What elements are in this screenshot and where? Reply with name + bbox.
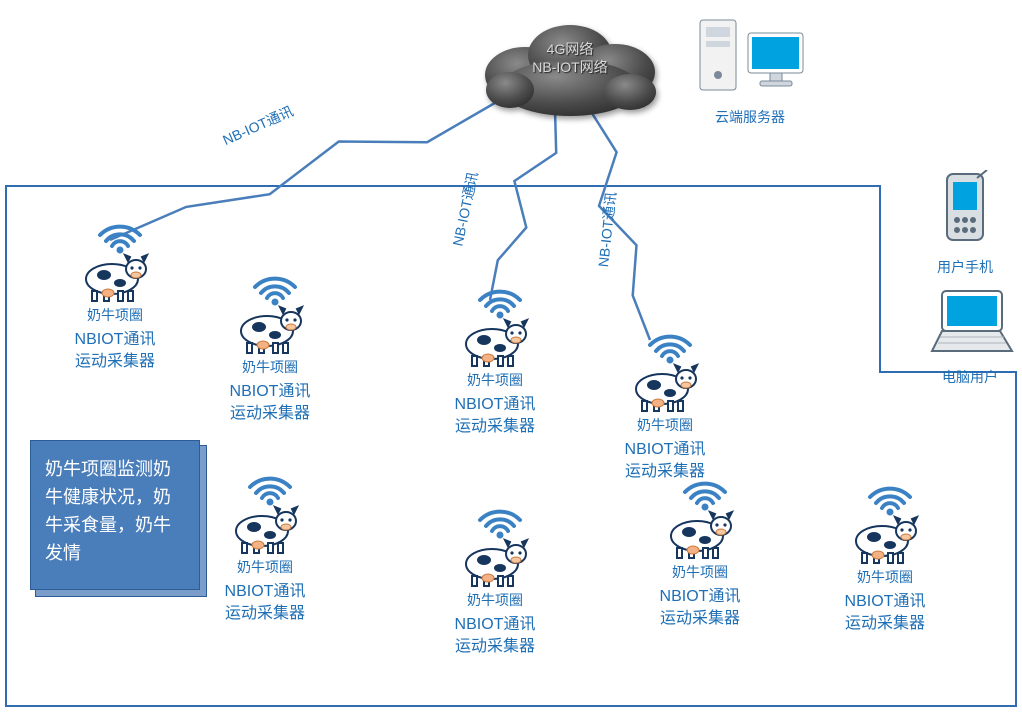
laptop-label: 电脑用户 — [920, 367, 1020, 387]
cow-sub: NBIOT通讯运动采集器 — [440, 614, 550, 658]
cow-sub: NBIOT通讯运动采集器 — [440, 394, 550, 438]
cloud-line2: NB-IOT网络 — [470, 58, 670, 76]
cow-sub: NBIOT通讯运动采集器 — [215, 381, 325, 425]
cloud-line1: 4G网络 — [470, 40, 670, 58]
cow-node: 奶牛项圈 NBIOT通讯运动采集器 — [440, 278, 550, 438]
info-box-text: 奶牛项圈监测奶牛健康状况，奶牛采食量，奶牛发情 — [45, 459, 171, 563]
diagram-stage: NB-IOT通讯NB-IOT通讯NB-IOT通讯 4G网络 NB- — [0, 0, 1022, 713]
laptop-icon — [920, 285, 1020, 360]
info-box: 奶牛项圈监测奶牛健康状况，奶牛采食量，奶牛发情 — [30, 440, 200, 590]
server-node: 云端服务器 — [690, 15, 810, 127]
cow-label: 奶牛项圈 — [830, 567, 940, 587]
cloud-text: 4G网络 NB-IOT网络 — [470, 40, 670, 76]
cow-label: 奶牛项圈 — [210, 557, 320, 577]
server-label: 云端服务器 — [690, 107, 810, 127]
cow-node: 奶牛项圈 NBIOT通讯运动采集器 — [645, 470, 755, 630]
cow-node: 奶牛项圈 NBIOT通讯运动采集器 — [830, 475, 940, 635]
cow-label: 奶牛项圈 — [440, 590, 550, 610]
cow-label: 奶牛项圈 — [215, 357, 325, 377]
svg-text:NB-IOT通讯: NB-IOT通讯 — [449, 170, 480, 247]
cow-sub: NBIOT通讯运动采集器 — [830, 591, 940, 635]
svg-text:NB-IOT通讯: NB-IOT通讯 — [220, 103, 295, 148]
cow-node: 奶牛项圈 NBIOT通讯运动采集器 — [210, 465, 320, 625]
cow-label: 奶牛项圈 — [60, 305, 170, 325]
laptop-node: 电脑用户 — [920, 285, 1020, 387]
svg-text:NB-IOT通讯: NB-IOT通讯 — [595, 191, 619, 268]
cow-node: 奶牛项圈 NBIOT通讯运动采集器 — [440, 498, 550, 658]
cow-label: 奶牛项圈 — [610, 415, 720, 435]
cow-sub: NBIOT通讯运动采集器 — [645, 586, 755, 630]
cow-label: 奶牛项圈 — [645, 562, 755, 582]
phone-node: 用户手机 — [935, 170, 995, 277]
server-icon — [690, 15, 810, 100]
cow-node: 奶牛项圈NBIOT通讯运动采集器 — [610, 323, 720, 483]
phone-label: 用户手机 — [935, 257, 995, 277]
cow-sub: NBIOT通讯运动采集器 — [210, 581, 320, 625]
cow-sub: NBIOT通讯运动采集器 — [60, 329, 170, 373]
cow-node: 奶牛项圈 NBIOT通讯运动采集器 — [215, 265, 325, 425]
cow-node: 奶牛项圈 NBIOT通讯运动采集器 — [60, 213, 170, 373]
phone-icon — [935, 170, 995, 250]
network-cloud: 4G网络 NB-IOT网络 — [470, 10, 670, 120]
cow-label: 奶牛项圈 — [440, 370, 550, 390]
